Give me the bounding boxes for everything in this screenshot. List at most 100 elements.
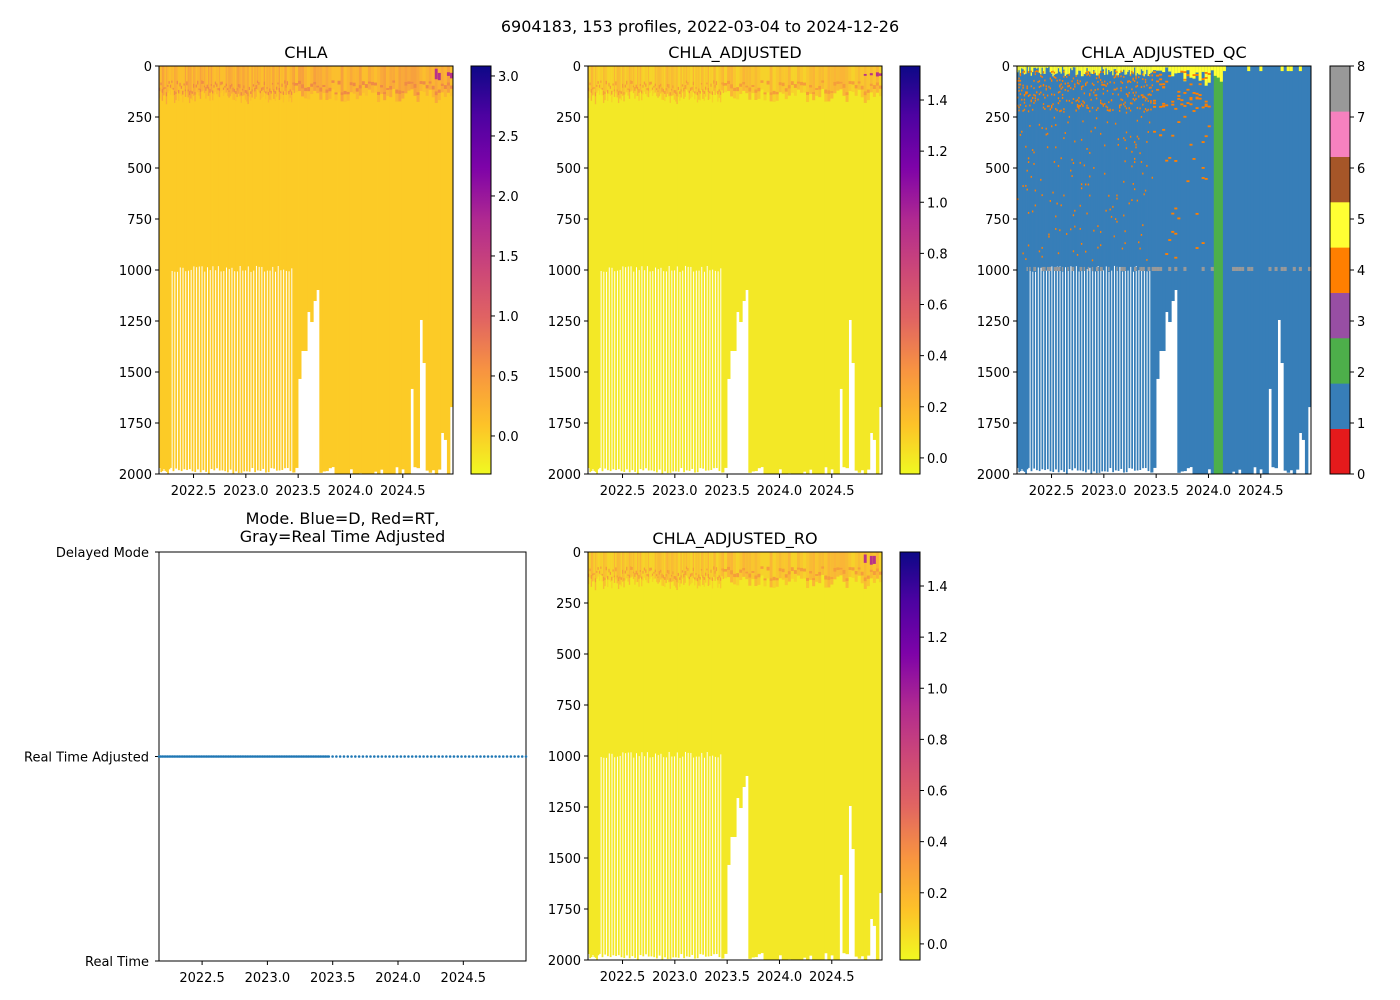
qc-cell-surface-flag — [1123, 66, 1125, 70]
profile-cell-dcm — [600, 566, 602, 569]
profile-cell-body — [293, 66, 296, 473]
profile-cell-surface — [247, 66, 250, 105]
profile-cell-body — [748, 66, 752, 473]
qc-cell-flag4 — [1063, 194, 1065, 197]
profile-cell-body — [198, 66, 201, 267]
qc-cell-flag4 — [1195, 92, 1199, 95]
profile-column — [588, 66, 590, 468]
qc-cell-surface-flag — [1089, 66, 1091, 72]
qc-cell-body — [1174, 66, 1178, 290]
y-tick-label: 1500 — [977, 366, 1010, 381]
profile-cell-dcm — [649, 81, 651, 86]
qc-cell-flag4 — [1174, 207, 1178, 210]
profile-column — [191, 66, 194, 472]
qc-cell-flag8 — [1056, 266, 1059, 272]
mode-point — [490, 755, 494, 758]
profile-cell-body — [848, 552, 853, 806]
profile-column — [698, 552, 700, 757]
profile-cell-surface — [635, 66, 638, 97]
profile-cell-surface — [806, 552, 810, 589]
profile-cell-dcm — [666, 570, 669, 573]
profile-column — [702, 66, 705, 469]
profile-cell-dcm — [845, 92, 849, 96]
profile-cell-dcm — [695, 87, 698, 89]
colorbar-tick-label: 0.0 — [927, 452, 948, 467]
profile-cell-surface — [604, 552, 607, 587]
profile-cell-dcm — [651, 87, 654, 90]
profile-cell-surface — [796, 66, 801, 90]
qc-cell-flag4 — [1075, 75, 1078, 77]
profile-column — [1089, 66, 1091, 268]
profile-column — [636, 66, 639, 474]
profile-cell-dcm — [651, 573, 654, 576]
profile-cell-dcm — [681, 84, 684, 87]
qc-cell-flag4 — [1074, 85, 1076, 88]
profile-cell-dcm — [235, 90, 237, 94]
profile-cell-body — [401, 66, 405, 470]
profile-column — [763, 552, 767, 960]
qc-cell-flag4 — [1174, 160, 1178, 162]
profile-cell-dcm — [616, 575, 619, 578]
profile-column — [679, 66, 681, 272]
y-tick-label: 1000 — [548, 264, 581, 279]
qc-cell-surface-flag — [1153, 66, 1157, 71]
colorbar-gradient — [900, 552, 920, 960]
qc-cell-flag4 — [1037, 70, 1040, 73]
profile-cell-body — [658, 552, 661, 956]
qc-cell-body — [1082, 66, 1085, 472]
profile-cell-surface — [407, 66, 411, 91]
profile-cell-body — [269, 66, 271, 271]
profile-column — [715, 66, 718, 469]
profile-column — [778, 552, 783, 956]
qc-cell-body — [1165, 66, 1169, 313]
qc-cell-flag4 — [1027, 110, 1030, 113]
profile-cell-body — [636, 66, 639, 474]
profile-cell-surface — [236, 66, 239, 98]
profile-column — [627, 552, 630, 753]
profile-column — [650, 66, 653, 471]
profile-cell-surface — [597, 552, 600, 577]
profile-cell-surface — [806, 66, 810, 103]
profile-column — [413, 66, 417, 468]
profile-column — [1046, 66, 1049, 470]
profile-column — [854, 552, 859, 957]
profile-column — [173, 66, 176, 272]
qc-cell-flag8 — [1142, 266, 1144, 272]
profile-cell-surface — [334, 66, 338, 101]
profile-cell-dcm — [258, 82, 261, 85]
qc-cell-flag4 — [1033, 87, 1036, 90]
qc-cell-flag4 — [1146, 109, 1148, 112]
qc-cell-flag4 — [1097, 80, 1100, 83]
profile-column — [295, 66, 299, 468]
profile-cell-dcm — [851, 81, 856, 85]
profile-column — [665, 66, 668, 272]
qc-cell-flag4 — [1127, 80, 1129, 83]
profile-cell-dcm — [646, 87, 649, 91]
profile-cell-body — [680, 552, 683, 955]
profile-column — [709, 66, 711, 271]
qc-cell-flag4 — [1036, 91, 1038, 94]
colorbar-tick-label: 2 — [1357, 366, 1365, 381]
profile-cell-surface — [628, 552, 631, 585]
profile-cell-body — [615, 66, 617, 471]
qc-cell-flag8 — [1057, 266, 1060, 272]
profile-column — [1063, 66, 1065, 472]
profile-cell-surface — [624, 552, 627, 581]
profile-cell-body — [661, 66, 664, 474]
profile-cell-dcm — [597, 81, 600, 84]
profile-cell-surface — [380, 66, 384, 94]
profile-column — [224, 66, 227, 472]
profile-column — [167, 66, 169, 474]
mode-point — [403, 755, 406, 758]
qc-cell-surface-flag — [1174, 66, 1178, 74]
qc-cell-body — [1159, 66, 1163, 351]
qc-cell-flag4 — [1026, 87, 1029, 90]
profile-cell-body — [434, 66, 439, 474]
profile-cell-body — [425, 66, 430, 471]
colorbar-bin — [1330, 383, 1350, 429]
qc-cell-flag8 — [1274, 266, 1278, 272]
profile-cell-dcm — [676, 92, 679, 97]
profile-cell-body — [611, 552, 613, 754]
profile-cell-surface — [638, 552, 641, 587]
qc-cell-flag4 — [1080, 86, 1083, 88]
